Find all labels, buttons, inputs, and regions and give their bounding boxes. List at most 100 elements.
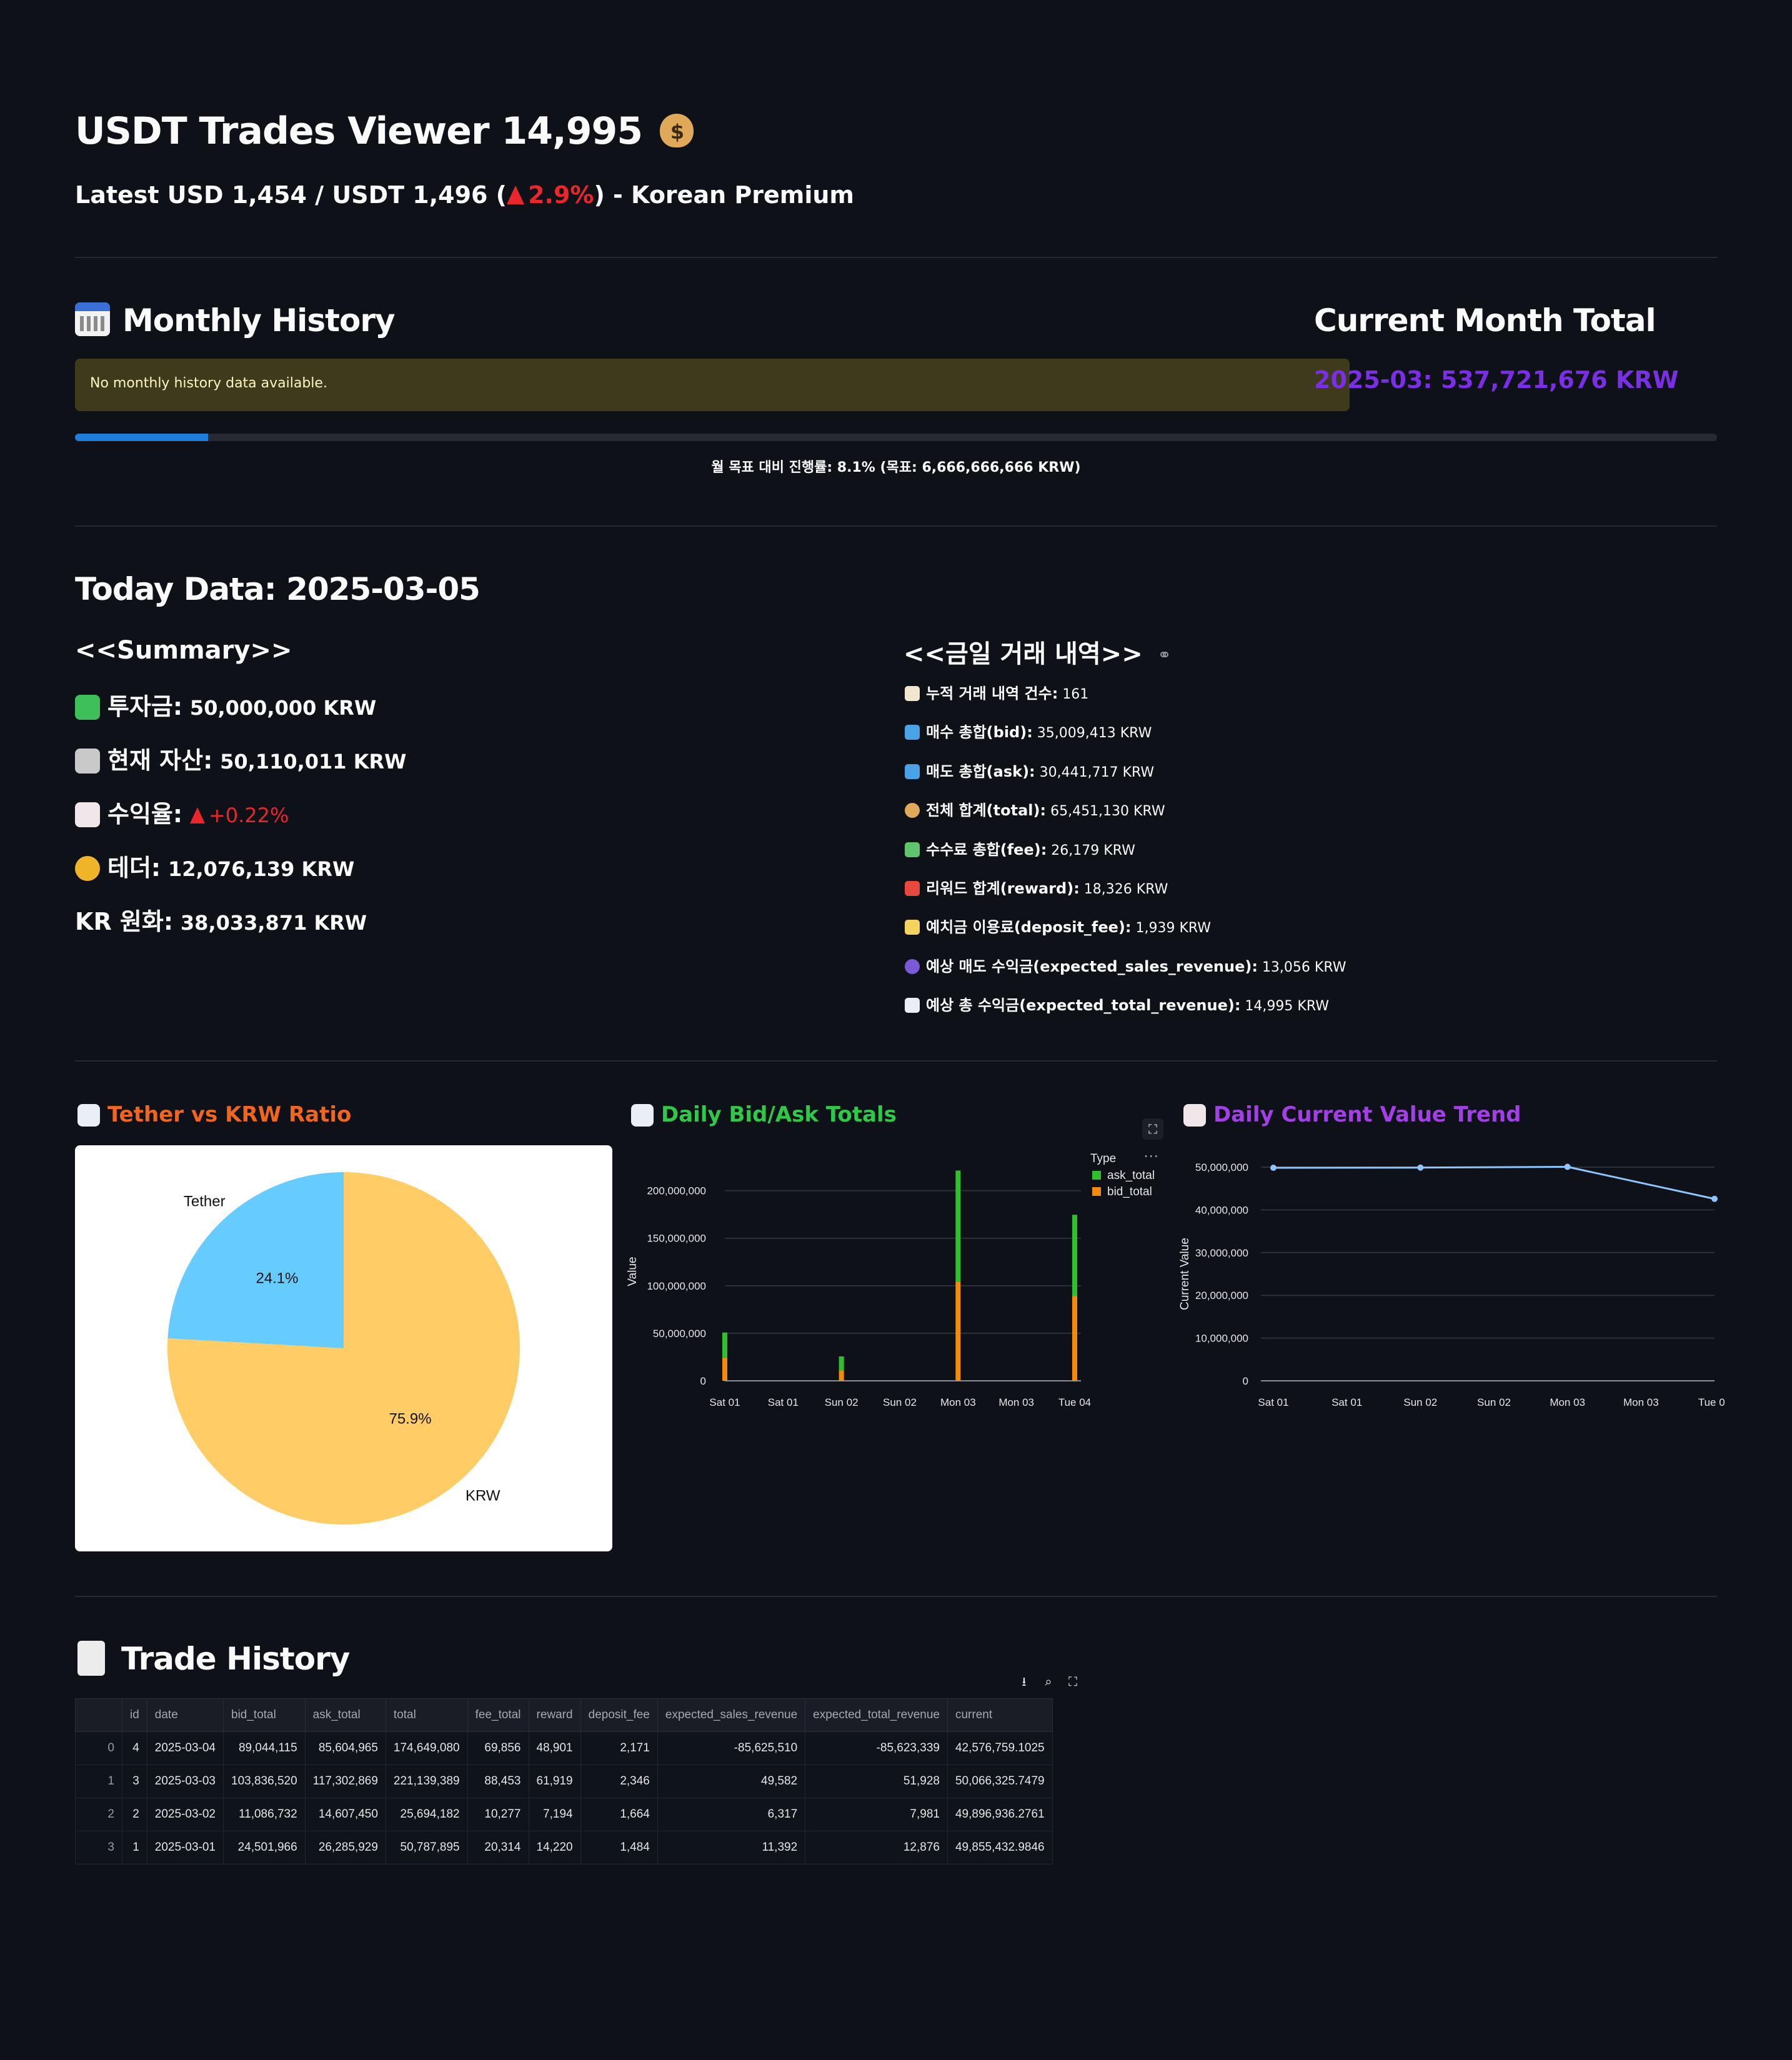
trades-item: 예상 총 수익금(expected_total_revenue): 14,995… (905, 993, 1329, 1015)
download-icon[interactable]: ⭳ (1022, 1674, 1027, 1689)
x-tick-label: Sat 01 (1332, 1396, 1362, 1408)
table-cell[interactable]: 49,855,432.9846 (947, 1831, 1053, 1864)
x-tick-label: Sat 01 (768, 1396, 799, 1408)
summary-investment: 투자금: 50,000,000 KRW (75, 687, 376, 722)
table-cell[interactable]: 50,787,895 (385, 1831, 468, 1864)
table-cell[interactable]: 10,277 (467, 1798, 529, 1831)
trade-history-table[interactable]: id date bid_total ask_total total fee_total re… (75, 1698, 1053, 1864)
bank-icon (75, 749, 100, 774)
table-cell[interactable]: 1 (122, 1831, 147, 1864)
table-cell[interactable]: -85,623,339 (805, 1731, 948, 1765)
table-cell[interactable]: 42,576,759.1025 (947, 1731, 1053, 1765)
column-header[interactable]: reward (528, 1698, 581, 1732)
table-cell[interactable]: 2,171 (580, 1731, 658, 1765)
table-cell[interactable]: 6,317 (657, 1798, 806, 1831)
line-point (1711, 1195, 1718, 1202)
search-icon[interactable]: ⌕ (1045, 1674, 1052, 1689)
column-header[interactable]: bid_total (223, 1698, 306, 1732)
table-cell[interactable]: 49,896,936.2761 (947, 1798, 1053, 1831)
table-cell[interactable]: 51,928 (805, 1764, 948, 1798)
table-cell[interactable]: 7,981 (805, 1798, 948, 1831)
table-cell[interactable]: 69,856 (467, 1731, 529, 1765)
y-tick-label: 50,000,000 (653, 1328, 706, 1340)
x-tick-label: Sat 01 (709, 1396, 740, 1408)
y-tick-label: 0 (700, 1375, 706, 1387)
table-cell[interactable]: 174,649,080 (385, 1731, 468, 1765)
table-cell[interactable]: 2,346 (580, 1764, 658, 1798)
moneybag-icon: $ (659, 114, 694, 147)
progress-fill (75, 434, 208, 441)
column-header[interactable]: fee_total (467, 1698, 529, 1732)
table-cell[interactable]: 2025-03-03 (146, 1764, 224, 1798)
monthly-notice-text: No monthly history data available. (90, 376, 327, 391)
bar-bid (1072, 1296, 1077, 1381)
row-index[interactable]: 2 (75, 1798, 122, 1831)
table-cell[interactable]: 14,607,450 (304, 1798, 386, 1831)
column-header[interactable] (75, 1698, 122, 1732)
trades-item: 리워드 합계(reward): 18,326 KRW (905, 876, 1168, 898)
trades-item: 전체 합계(total): 65,451,130 KRW (905, 798, 1165, 820)
table-cell[interactable]: 1,664 (580, 1798, 658, 1831)
table-cell[interactable]: 49,582 (657, 1764, 806, 1798)
y-tick-label: 0 (1243, 1375, 1248, 1387)
legend-label: ask_total (1107, 1169, 1155, 1182)
calendar-icon (75, 302, 110, 336)
table-cell[interactable]: 24,501,966 (223, 1831, 306, 1864)
divider (75, 525, 1717, 527)
table-row[interactable]: 3 1 2025-03-01 24,501,966 26,285,929 50,787,8… (75, 1831, 1053, 1864)
column-header[interactable]: current (947, 1698, 1053, 1732)
column-header[interactable]: total (385, 1698, 468, 1732)
column-header[interactable]: expected_total_revenue (805, 1698, 948, 1732)
table-cell[interactable]: 2025-03-04 (146, 1731, 224, 1765)
column-header[interactable]: id (122, 1698, 147, 1732)
x-tick-label: Mon 03 (1550, 1396, 1585, 1408)
table-row[interactable]: 1 3 2025-03-03 103,836,520 117,302,869 221,13… (75, 1764, 1053, 1798)
table-cell[interactable]: 103,836,520 (223, 1764, 306, 1798)
row-index[interactable]: 0 (75, 1731, 122, 1765)
table-cell[interactable]: 14,220 (528, 1831, 581, 1864)
table-cell[interactable]: -85,625,510 (657, 1731, 806, 1765)
table-cell[interactable]: 221,139,389 (385, 1764, 468, 1798)
table-cell[interactable]: 48,901 (528, 1731, 581, 1765)
table-cell[interactable]: 61,919 (528, 1764, 581, 1798)
column-header[interactable]: deposit_fee (580, 1698, 658, 1732)
table-cell[interactable]: 88,453 (467, 1764, 529, 1798)
bar-ask (1072, 1215, 1077, 1296)
row-index[interactable]: 1 (75, 1764, 122, 1798)
column-header[interactable]: ask_total (304, 1698, 386, 1732)
chart-menu-icon[interactable]: ⋯ (1143, 1147, 1158, 1165)
table-cell[interactable]: 11,392 (657, 1831, 806, 1864)
row-index[interactable]: 3 (75, 1831, 122, 1864)
table-row[interactable]: 0 4 2025-03-04 89,044,115 85,604,965 174,649,… (75, 1731, 1053, 1765)
column-header[interactable]: date (146, 1698, 224, 1732)
fullscreen-icon[interactable]: ⛶ (1068, 1674, 1077, 1689)
table-cell[interactable]: 4 (122, 1731, 147, 1765)
table-cell[interactable]: 26,285,929 (304, 1831, 386, 1864)
x-tick-label: Sat 01 (1258, 1396, 1288, 1408)
fullscreen-icon[interactable]: ⛶ (1142, 1118, 1163, 1140)
column-header[interactable]: expected_sales_revenue (657, 1698, 806, 1732)
table-cell[interactable]: 89,044,115 (223, 1731, 306, 1765)
table-cell[interactable]: 1,484 (580, 1831, 658, 1864)
table-cell[interactable]: 2 (122, 1798, 147, 1831)
table-cell[interactable]: 12,876 (805, 1831, 948, 1864)
table-cell[interactable]: 11,086,732 (223, 1798, 306, 1831)
table-cell[interactable]: 2025-03-02 (146, 1798, 224, 1831)
table-cell[interactable]: 117,302,869 (304, 1764, 386, 1798)
table-cell[interactable]: 85,604,965 (304, 1731, 386, 1765)
link-icon[interactable]: ⚭ (1157, 646, 1172, 665)
x-tick-label: Tue 04 (1698, 1396, 1725, 1408)
table-cell[interactable]: 50,066,325.7479 (947, 1764, 1053, 1798)
gift-icon (905, 881, 920, 896)
table-cell[interactable]: 7,194 (528, 1798, 581, 1831)
subtitle-suffix: ) - Korean Premium (594, 181, 855, 209)
table-cell[interactable]: 20,314 (467, 1831, 529, 1864)
pie-slice-krw (167, 1172, 520, 1525)
summary-tether: 테더: 12,076,139 KRW (75, 848, 354, 883)
table-cell[interactable]: 3 (122, 1764, 147, 1798)
table-cell[interactable]: 2025-03-01 (146, 1831, 224, 1864)
pie-value-label: 75.9% (389, 1411, 431, 1428)
table-row[interactable]: 2 2 2025-03-02 11,086,732 14,607,450 25,694,1… (75, 1798, 1053, 1831)
table-cell[interactable]: 25,694,182 (385, 1798, 468, 1831)
legend-swatch-bid (1092, 1187, 1101, 1196)
